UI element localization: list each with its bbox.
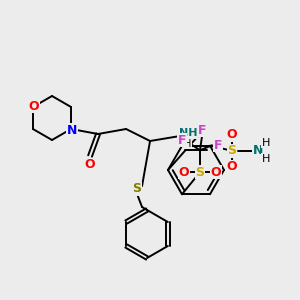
Text: N: N (253, 144, 263, 157)
Text: NH: NH (179, 128, 197, 138)
Text: S: S (196, 166, 205, 179)
Text: S: S (133, 182, 142, 196)
Text: N: N (67, 124, 77, 136)
Text: O: O (211, 166, 221, 179)
Text: F: F (178, 134, 186, 147)
Text: O: O (227, 128, 237, 141)
Text: O: O (179, 166, 189, 179)
Text: H: H (262, 154, 270, 164)
Text: F: F (198, 124, 206, 137)
Text: O: O (28, 100, 39, 112)
Text: F: F (214, 139, 222, 152)
Text: H: H (262, 138, 270, 148)
Text: H: H (184, 139, 192, 149)
Text: O: O (85, 158, 95, 172)
Text: O: O (227, 160, 237, 173)
Text: S: S (227, 144, 236, 157)
